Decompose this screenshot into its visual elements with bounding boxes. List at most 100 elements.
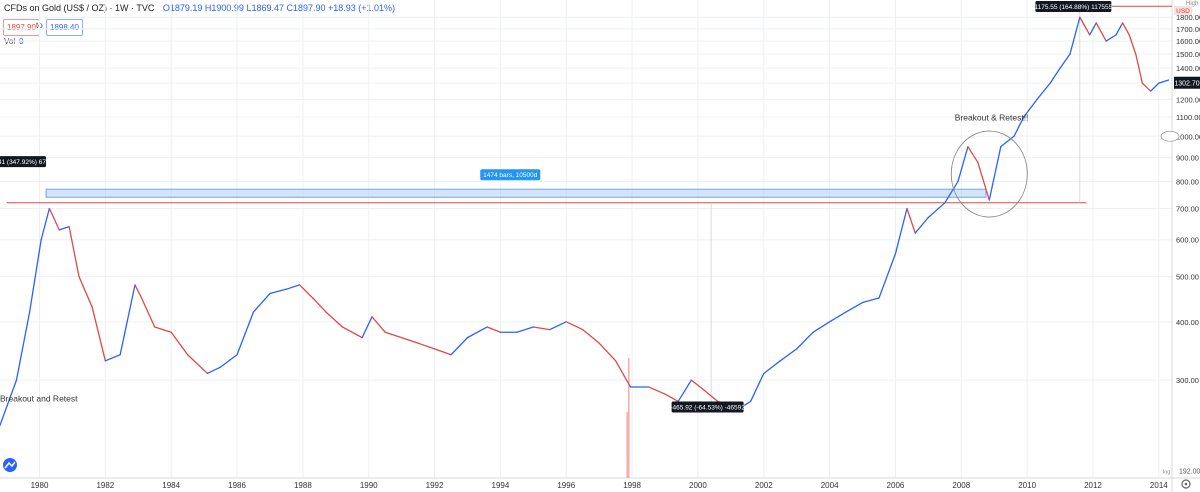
x-tick-label: 1988	[294, 481, 312, 490]
x-tick-label: 2008	[952, 481, 970, 490]
price-segment	[1089, 22, 1097, 36]
price-segment	[433, 348, 452, 356]
y-tick-label: 1000.00	[1176, 132, 1200, 141]
price-segment	[1013, 116, 1025, 137]
price-segment	[1000, 135, 1015, 148]
high-tag: High	[1186, 1, 1198, 7]
price-segment	[967, 146, 979, 163]
measure-bottom-tag-text: -465.92 (-64.53%) -46592	[670, 405, 745, 412]
price-segment	[219, 354, 238, 368]
settings-icon-dot	[1184, 482, 1188, 486]
x-tick-label: 1992	[426, 481, 444, 490]
price-segment	[28, 239, 42, 313]
price-segment	[140, 297, 156, 328]
price-segment	[957, 146, 969, 183]
price-segment	[170, 331, 189, 356]
symbol-title[interactable]: CFDs on Gold (US$ / OZ) · 1W · TVC	[4, 3, 155, 13]
price-segment	[1036, 82, 1051, 101]
measure-bottom-tag-bg	[671, 401, 744, 413]
price-segment	[15, 311, 31, 381]
price-segment	[104, 354, 121, 362]
x-tick-label: 2002	[755, 481, 773, 490]
price-segment	[1141, 82, 1152, 92]
price-segment	[48, 207, 60, 231]
breakout-circle	[950, 130, 1028, 218]
measure-top-tag-text: 1175.55 (164.88%) 117555	[1034, 4, 1112, 11]
breakout-retest-left: Breakout and Retest	[0, 393, 78, 403]
price-segment	[749, 372, 765, 403]
measure-top-tag-bg	[1035, 1, 1112, 12]
price-segment	[796, 331, 814, 350]
price-segment	[1115, 22, 1124, 36]
price-segment	[371, 316, 386, 333]
price-segment	[532, 326, 551, 331]
y-tick-label: 1400.00	[1176, 64, 1200, 73]
price-segment	[1158, 79, 1170, 84]
x-tick-label: 1994	[492, 481, 510, 490]
y-tick-label: 400.00	[1176, 318, 1199, 327]
y-tick-label: 900.00	[1176, 154, 1199, 163]
price-segment	[68, 226, 80, 278]
price-segment	[206, 366, 222, 375]
price-segment	[703, 389, 719, 403]
price-segment	[988, 146, 1002, 201]
price-segment	[614, 360, 632, 388]
price-segment	[58, 226, 70, 231]
ask-price-box[interactable]: 1898.40	[46, 19, 83, 36]
price-segment	[516, 326, 534, 333]
price-segment	[1059, 53, 1071, 69]
price-segment	[325, 311, 344, 328]
price-segment	[1128, 34, 1137, 55]
price-segment	[1149, 82, 1160, 92]
price-segment	[91, 306, 106, 362]
range-band	[45, 188, 987, 198]
price-segment	[486, 326, 502, 333]
x-tick-label: 1996	[557, 481, 575, 490]
price-segment	[812, 321, 831, 333]
x-tick-label: 2010	[1018, 481, 1036, 490]
price-segment	[1023, 98, 1038, 118]
price-segment	[647, 386, 666, 395]
price-segment	[466, 326, 488, 339]
price-segment	[1105, 34, 1117, 42]
range-label-bg	[480, 169, 541, 181]
price-segment	[894, 207, 908, 255]
price-segment	[0, 379, 18, 426]
price-segment	[763, 360, 781, 375]
price-192-label: 192.00	[1179, 468, 1200, 475]
measure-left-tag-text: 672.41 (347.92%) 67241	[0, 159, 57, 166]
y-tick-label: 1600.00	[1176, 37, 1200, 46]
settings-icon-ring	[1181, 479, 1191, 489]
breakout-retest-right: Breakout & Retest!!	[955, 113, 1029, 123]
price-segment	[78, 276, 93, 308]
tradingview-logo-icon	[3, 458, 17, 472]
logo-mark	[4, 461, 16, 469]
y-tick-label: 1800.00	[1176, 13, 1200, 22]
settings-icon[interactable]	[1181, 479, 1191, 489]
x-tick-label: 2000	[689, 481, 707, 490]
price-segment	[914, 216, 930, 234]
measure-bottom-tag: -465.92 (-64.53%) -46592	[670, 401, 745, 413]
x-tick-label: 1998	[623, 481, 641, 490]
measure-top-tag: 1175.55 (164.88%) 117555	[1034, 1, 1113, 12]
y-tick-label: 600.00	[1176, 236, 1199, 245]
x-tick-label: 2014	[1150, 481, 1168, 490]
price-segment	[927, 202, 946, 219]
x-tick-label: 1986	[228, 481, 246, 490]
range-label-text: 1474 bars, 10500d	[483, 172, 538, 179]
price-segment	[119, 284, 136, 356]
price-segment	[878, 253, 897, 299]
x-tick-label: 2006	[887, 481, 905, 490]
price-segment	[1121, 22, 1130, 36]
current-price-tag-bg	[1174, 76, 1200, 89]
scale-toggle-icon[interactable]	[1160, 130, 1180, 142]
price-segment	[977, 161, 990, 201]
y-tick-label: 300.00	[1176, 376, 1199, 385]
x-tick-label: 2004	[821, 481, 839, 490]
bid-price-box[interactable]: 1897.90	[3, 19, 40, 36]
price-segment	[187, 354, 209, 375]
price-segment	[134, 284, 143, 299]
price-segment	[341, 326, 363, 339]
usd-tag: USD	[1174, 6, 1192, 15]
